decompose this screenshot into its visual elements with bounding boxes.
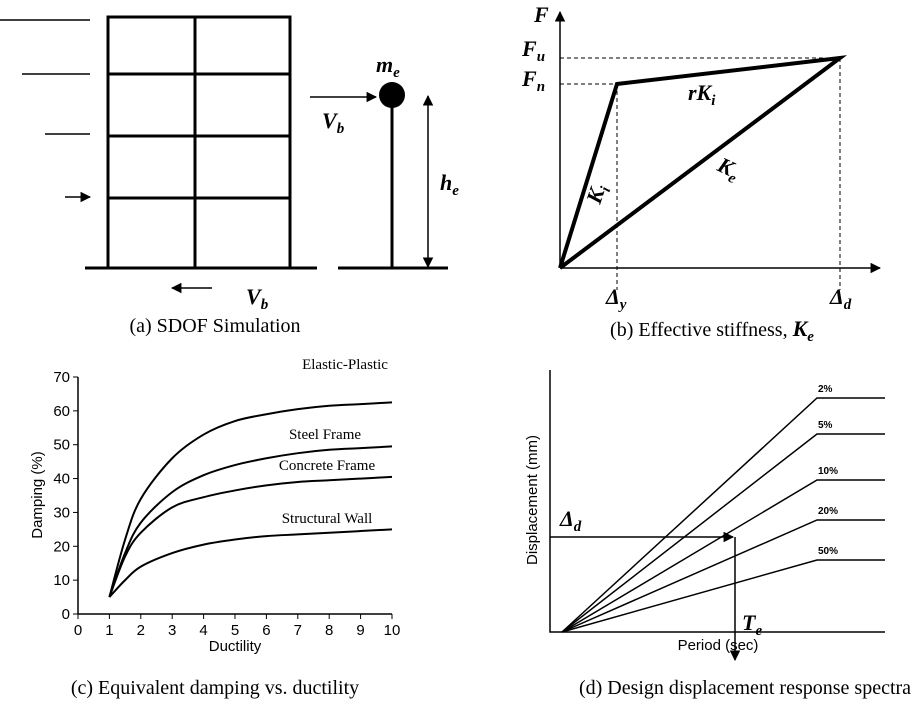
spectrum-line (561, 479, 885, 633)
spectrum-line (561, 397, 885, 633)
symbol: K (792, 316, 809, 341)
panel-c: (c) Equivalent damping vs. ductility Duc… (29, 357, 400, 699)
panel-a: Vb Vb me he (a) SDOF Simulation (0, 15, 459, 337)
symbol: h (440, 170, 452, 195)
y-tick-label: 0 (62, 606, 70, 623)
curve (108, 401, 393, 598)
subscript: d (844, 297, 852, 313)
subscript: e (452, 183, 459, 199)
y-axis-label: Displacement (mm) (524, 435, 541, 565)
symbol: V (246, 284, 263, 309)
fn-label: Fn (521, 66, 545, 95)
curve-label: Concrete Frame (279, 458, 376, 474)
y-tick-label: 50 (53, 437, 70, 454)
x-tick-label: 3 (168, 622, 176, 639)
x-tick-label: 10 (384, 622, 401, 639)
symbol: F (521, 36, 537, 61)
caption: (d) Design displacement response spectra (579, 677, 911, 699)
x-tick-label: 2 (137, 622, 145, 639)
level-label: 50% (818, 546, 838, 557)
level-label: 5% (818, 420, 833, 431)
subscript: e (755, 623, 762, 639)
curve (558, 55, 848, 270)
te-label: Te (742, 610, 762, 639)
spectrum-line (561, 519, 885, 633)
symbol: Δ (605, 284, 620, 309)
y-tick-label: 60 (53, 403, 70, 420)
x-axis-label: Ductility (209, 638, 262, 655)
load-arrows (0, 19, 90, 197)
frame (106, 15, 292, 268)
x-tick-label: 5 (231, 622, 239, 639)
subscript: y (618, 297, 627, 313)
axes (77, 377, 392, 615)
curve (108, 475, 393, 598)
level-label: 2% (818, 384, 833, 395)
symbol: Δ (829, 284, 844, 309)
y-tick-label: 70 (53, 369, 70, 386)
panel-b: F Fu Fn rKi Ki Ke Δy Δd (b) Effective st… (521, 2, 882, 345)
x-tick-label: 6 (262, 622, 270, 639)
subscript: i (598, 184, 615, 194)
ki-label: Ki (581, 180, 615, 209)
dd-label: Δd (559, 506, 582, 535)
mass (379, 82, 405, 108)
curve (108, 445, 393, 598)
guides (560, 57, 841, 290)
caption: (c) Equivalent damping vs. ductility (71, 677, 359, 699)
panel-d: Δd Te Displacement (mm) Period (sec) (d)… (524, 370, 911, 699)
subscript: b (337, 121, 345, 137)
caption-text: (b) Effective stiffness, (610, 319, 793, 341)
symbol: Δ (559, 506, 574, 531)
x-tick-label: 8 (325, 622, 333, 639)
x-tick-label: 9 (356, 622, 364, 639)
subscript: i (711, 93, 716, 109)
symbol: m (376, 52, 393, 77)
load-label: Vb (322, 108, 345, 137)
rki-label: rKi (688, 80, 716, 109)
curve-label: Steel Frame (289, 427, 361, 443)
curve (108, 528, 393, 598)
axes (549, 370, 885, 633)
subscript: u (537, 49, 545, 65)
dy-label: Δy (605, 284, 627, 313)
base-shear-label: Vb (246, 284, 269, 313)
y-tick-label: 10 (53, 572, 70, 589)
stick (338, 100, 448, 270)
symbol: rK (688, 80, 713, 105)
symbol: V (322, 108, 339, 133)
x-tick-label: 4 (199, 622, 207, 639)
caption: (a) SDOF Simulation (129, 315, 300, 337)
subscript: b (261, 297, 269, 313)
axis-label: F (533, 2, 549, 27)
subscript: e (807, 329, 814, 345)
curve-label: Elastic-Plastic (302, 357, 388, 373)
x-tick-label: 1 (105, 622, 113, 639)
level-label: 10% (818, 466, 838, 477)
x-tick-label: 0 (74, 622, 82, 639)
symbol: F (521, 66, 537, 91)
subscript: n (537, 79, 545, 95)
y-tick-label: 20 (53, 538, 70, 555)
spectrum-line (561, 559, 885, 633)
fu-label: Fu (521, 36, 545, 65)
mass-label: me (376, 52, 400, 81)
x-tick-label: 7 (294, 622, 302, 639)
spectrum-line (561, 433, 885, 633)
dd-label: Δd (829, 284, 852, 313)
curve-label: Structural Wall (282, 511, 373, 527)
subscript: e (393, 65, 400, 81)
height-label: he (440, 170, 459, 199)
level-label: 20% (818, 506, 838, 517)
y-axis-label: Damping (%) (29, 451, 46, 539)
y-tick-label: 30 (53, 504, 70, 521)
symbol: T (742, 610, 757, 635)
subscript: d (574, 519, 582, 535)
x-axis-label: Period (sec) (678, 637, 759, 654)
y-tick-label: 40 (53, 471, 70, 488)
caption: (b) Effective stiffness, Ke (610, 316, 814, 345)
ke-label: Ke (711, 151, 744, 187)
